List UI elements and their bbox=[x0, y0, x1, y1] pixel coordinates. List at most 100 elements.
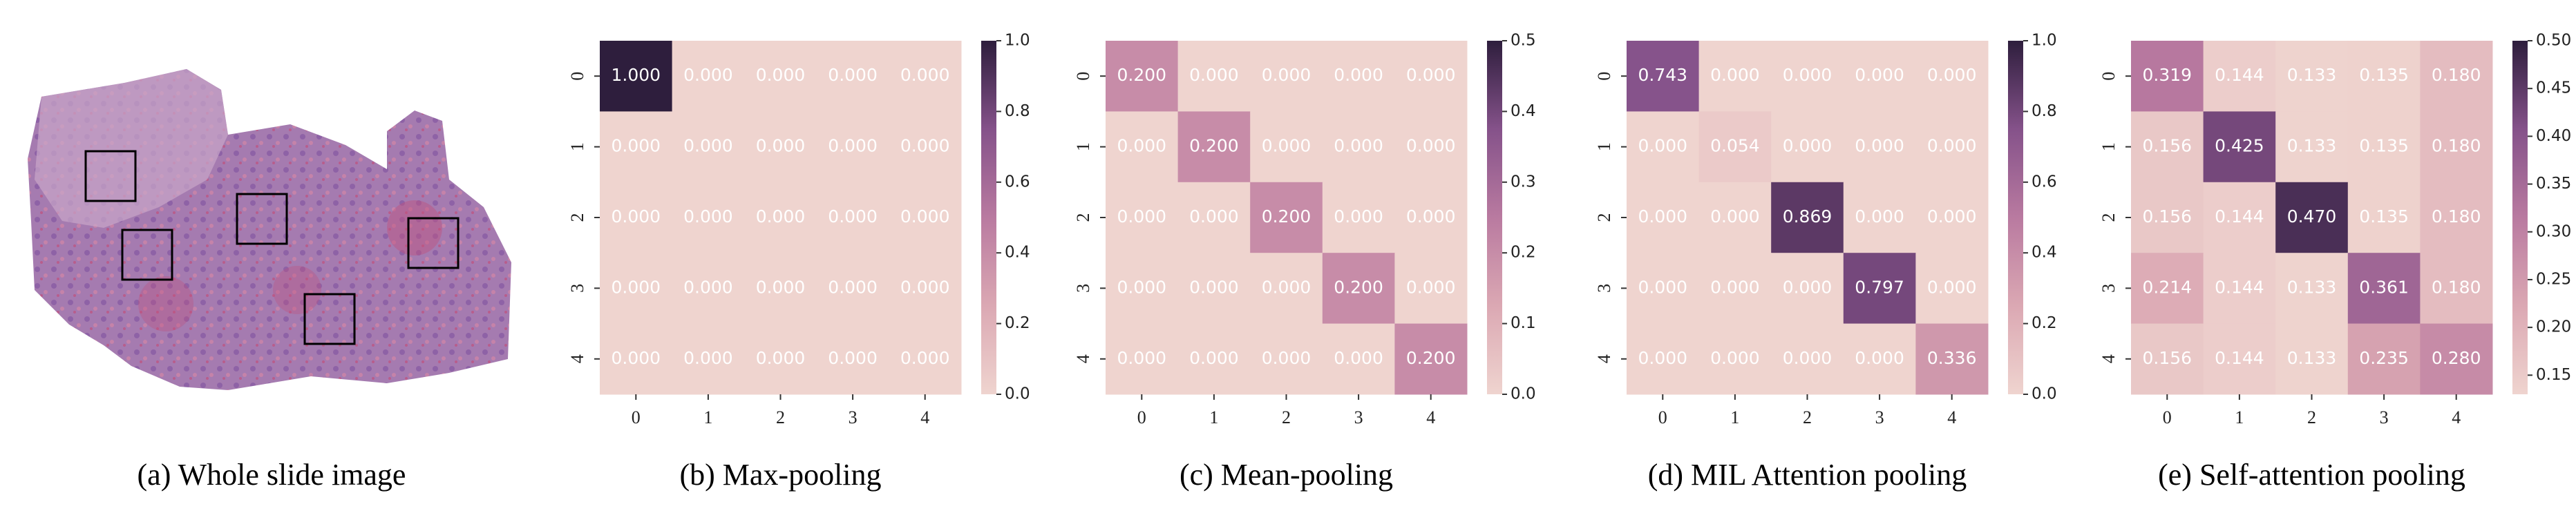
heatmap-cell bbox=[1177, 41, 1251, 112]
heatmap-cell bbox=[2131, 111, 2204, 183]
heatmap-cell bbox=[889, 323, 962, 395]
cell-label: 0.000 bbox=[612, 136, 661, 156]
cell-label: 0.000 bbox=[1927, 277, 1977, 297]
x-tick-label: 2 bbox=[776, 407, 785, 427]
colorbar bbox=[1487, 41, 1502, 394]
heatmap-cell bbox=[1627, 182, 1700, 253]
heatmap-cell bbox=[1322, 111, 1395, 183]
heatmap-cell bbox=[2275, 182, 2349, 253]
x-tick-label: 4 bbox=[1426, 407, 1435, 427]
cell-label: 0.000 bbox=[683, 65, 733, 85]
cell-label: 0.133 bbox=[2287, 136, 2337, 156]
heatmap-cell bbox=[1394, 182, 1468, 253]
cell-label: 0.000 bbox=[612, 206, 661, 226]
colorbar-tick-label: 0.3 bbox=[1510, 173, 1536, 191]
x-tick-label: 3 bbox=[1354, 407, 1363, 427]
y-tick-label: 4 bbox=[1073, 354, 1093, 363]
cell-label: 0.156 bbox=[2143, 348, 2193, 368]
cell-label: 0.000 bbox=[900, 277, 950, 297]
panel-caption: (c) Mean-pooling bbox=[1180, 458, 1393, 492]
cell-label: 0.200 bbox=[1262, 206, 1311, 226]
y-tick-label: 2 bbox=[2099, 213, 2119, 222]
colorbar-tick-label: 0.15 bbox=[2536, 366, 2571, 384]
cell-label: 0.000 bbox=[1189, 206, 1239, 226]
cell-label: 0.000 bbox=[1638, 206, 1688, 226]
x-tick-label: 2 bbox=[1282, 407, 1291, 427]
heatmap-cell bbox=[2420, 182, 2493, 253]
cell-label: 0.235 bbox=[2359, 348, 2409, 368]
cell-label: 0.000 bbox=[828, 206, 878, 226]
cell-label: 0.425 bbox=[2215, 136, 2264, 156]
heatmap-cell bbox=[672, 323, 745, 395]
cell-label: 0.000 bbox=[756, 136, 806, 156]
heatmap-cell bbox=[1394, 41, 1468, 112]
x-tick-label: 0 bbox=[632, 407, 641, 427]
colorbar-tick-label: 0.2 bbox=[1005, 314, 1030, 332]
cell-label: 0.000 bbox=[1334, 136, 1383, 156]
heatmap-cell bbox=[2347, 41, 2421, 112]
cell-label: 0.280 bbox=[2432, 348, 2481, 368]
cell-label: 0.000 bbox=[1406, 206, 1456, 226]
heatmap-cell bbox=[889, 182, 962, 253]
x-tick-label: 3 bbox=[849, 407, 858, 427]
heatmap-cell bbox=[1771, 323, 1844, 395]
heatmap-cell bbox=[889, 253, 962, 325]
x-tick-label: 0 bbox=[2163, 407, 2172, 427]
heatmap-cell bbox=[816, 253, 889, 325]
heatmap-cell bbox=[1106, 111, 1179, 183]
cell-label: 0.180 bbox=[2432, 136, 2481, 156]
cell-label: 0.000 bbox=[1117, 206, 1167, 226]
cell-label: 0.869 bbox=[1783, 206, 1832, 226]
colorbar-tick-label: 0.2 bbox=[2032, 314, 2057, 332]
heatmap-cell bbox=[2420, 253, 2493, 325]
heatmap-cell bbox=[2275, 41, 2349, 112]
cell-label: 0.180 bbox=[2432, 277, 2481, 297]
heatmap-cell bbox=[1771, 253, 1844, 325]
heatmap-cell bbox=[1322, 41, 1395, 112]
heatmap-cell bbox=[2420, 111, 2493, 183]
colorbar-tick-label: 0.0 bbox=[1005, 385, 1030, 403]
heatmap-cell bbox=[2203, 323, 2276, 395]
heatmap-cell bbox=[2203, 111, 2276, 183]
colorbar-tick-label: 0.8 bbox=[2032, 102, 2057, 120]
heatmap-cell bbox=[744, 253, 817, 325]
cell-label: 0.000 bbox=[1710, 206, 1760, 226]
cell-label: 0.144 bbox=[2215, 348, 2264, 368]
cell-label: 0.000 bbox=[1710, 65, 1760, 85]
cell-label: 0.000 bbox=[1262, 136, 1311, 156]
heatmap-cell bbox=[1322, 182, 1395, 253]
heatmap-cell bbox=[1698, 253, 1772, 325]
heatmap-cell bbox=[2347, 253, 2421, 325]
panel-caption: (b) Max-pooling bbox=[679, 458, 881, 492]
cell-label: 0.000 bbox=[1406, 136, 1456, 156]
heatmap-cell bbox=[889, 41, 962, 112]
cell-label: 0.133 bbox=[2287, 348, 2337, 368]
heatmap-cell bbox=[2347, 323, 2421, 395]
x-tick-label: 1 bbox=[1209, 407, 1218, 427]
x-tick-label: 2 bbox=[1803, 407, 1812, 427]
cell-label: 0.180 bbox=[2432, 65, 2481, 85]
cell-label: 0.054 bbox=[1710, 136, 1760, 156]
colorbar-tick-label: 1.0 bbox=[2032, 32, 2057, 50]
cell-label: 0.000 bbox=[1334, 65, 1383, 85]
y-tick-label: 1 bbox=[1073, 142, 1093, 151]
y-tick-label: 1 bbox=[1594, 142, 1614, 151]
cell-label: 0.133 bbox=[2287, 65, 2337, 85]
heatmap-cell bbox=[744, 111, 817, 183]
cell-label: 0.000 bbox=[1927, 206, 1977, 226]
y-tick-label: 3 bbox=[1594, 284, 1614, 293]
colorbar-tick-label: 0.8 bbox=[1005, 102, 1030, 120]
heatmap-cell bbox=[2420, 323, 2493, 395]
cell-label: 0.319 bbox=[2143, 65, 2193, 85]
cell-label: 0.000 bbox=[756, 348, 806, 368]
cell-label: 0.000 bbox=[1334, 206, 1383, 226]
cell-label: 0.135 bbox=[2359, 136, 2409, 156]
heatmap-cell bbox=[1698, 323, 1772, 395]
heatmap-cell bbox=[816, 111, 889, 183]
colorbar-tick-label: 1.0 bbox=[1005, 32, 1030, 50]
heatmap-cell bbox=[1915, 41, 1989, 112]
x-tick-label: 4 bbox=[2452, 407, 2461, 427]
heatmap-cell bbox=[672, 111, 745, 183]
heatmap-cell bbox=[1177, 182, 1251, 253]
x-tick-label: 1 bbox=[703, 407, 712, 427]
